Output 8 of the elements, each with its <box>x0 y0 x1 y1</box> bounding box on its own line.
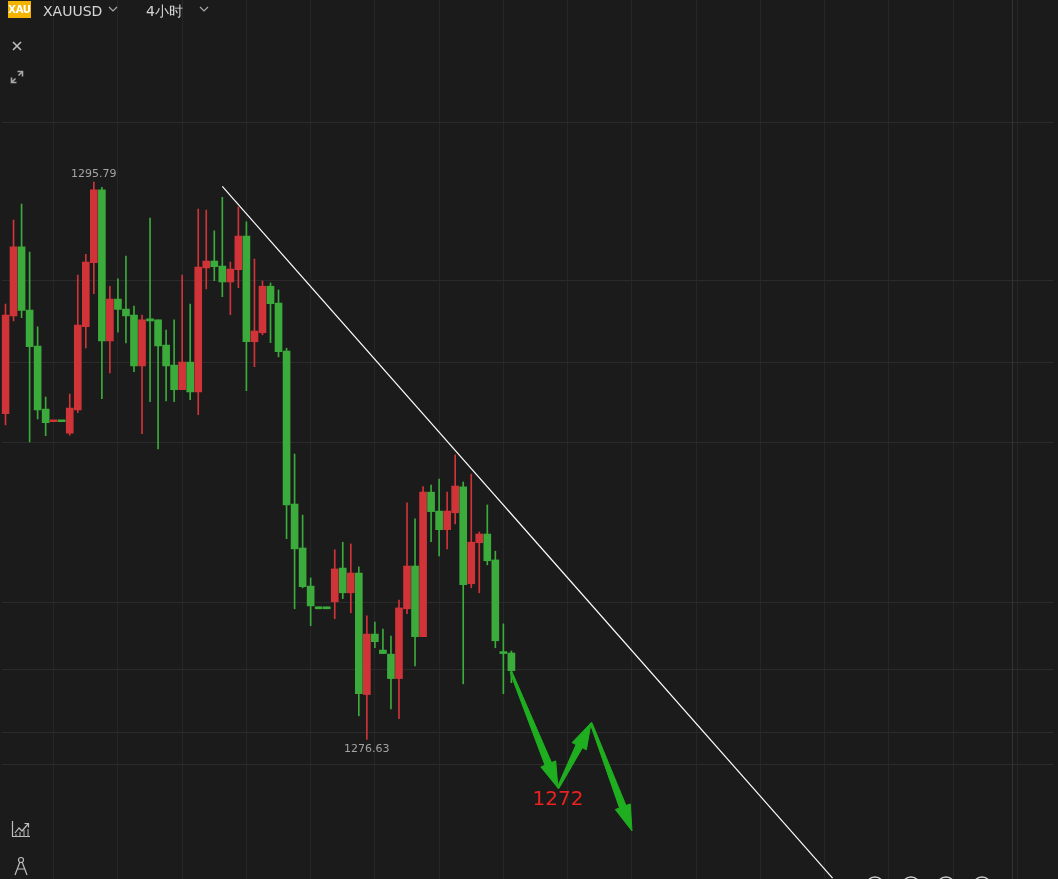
annotation: 1276.63 <box>344 741 390 755</box>
ticker-badge: XAU <box>8 1 31 18</box>
candlestick <box>178 274 186 391</box>
annotation: 1272 <box>532 786 584 811</box>
chart-title: XAUUSD <box>43 2 103 20</box>
candlestick <box>379 628 387 654</box>
chart-subtitle: 4小时 <box>146 2 183 20</box>
annotation: 1295.79 <box>71 167 117 181</box>
